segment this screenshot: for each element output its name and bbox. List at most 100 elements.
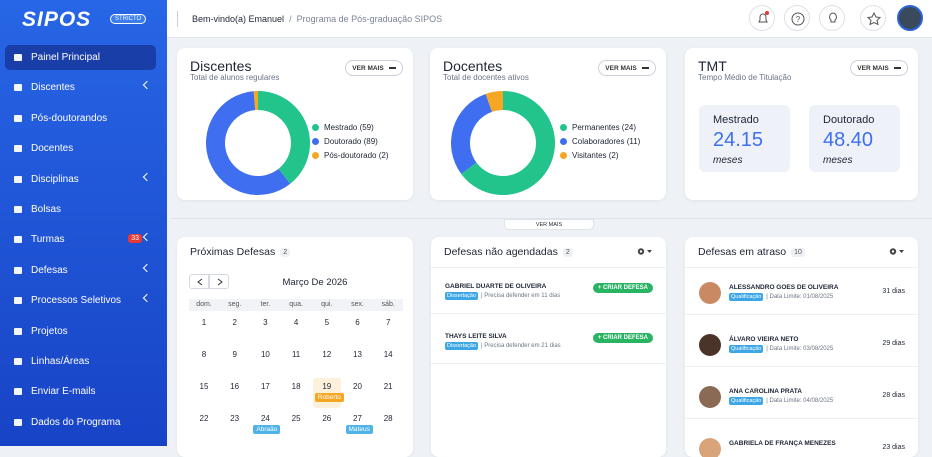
- day[interactable]: 8: [201, 350, 207, 359]
- menu-item[interactable]: Pós-doutorandos: [5, 106, 156, 131]
- meta: Dissertação | Precisa defender em 21 dias: [445, 342, 561, 350]
- menu-item[interactable]: Turmas 33: [5, 227, 156, 252]
- day[interactable]: 7: [385, 318, 391, 327]
- name[interactable]: GABRIEL DUARTE DE OLIVEIRA: [445, 283, 547, 290]
- day[interactable]: 9: [232, 350, 237, 359]
- create-button[interactable]: + CRIAR DEFESA: [592, 283, 653, 293]
- day[interactable]: 19: [322, 382, 332, 391]
- day[interactable]: 26: [322, 414, 332, 423]
- menu-item[interactable]: Dados do Programa: [5, 410, 156, 435]
- day[interactable]: 24: [260, 414, 270, 423]
- weekday: dom.: [196, 301, 212, 308]
- menu-icon: [14, 175, 22, 183]
- button[interactable]: VER MAIS: [345, 60, 403, 76]
- day[interactable]: 21: [383, 382, 393, 391]
- event-tag[interactable]: Abraão: [253, 425, 281, 434]
- greeting: Bem-vindo(a) Emanuel: [192, 13, 285, 24]
- day[interactable]: 23: [230, 414, 240, 423]
- menu-item[interactable]: Processos Seletivos: [5, 288, 156, 313]
- menu-label: Processos Seletivos: [31, 295, 122, 307]
- metric-label: Mestrado: [713, 114, 759, 126]
- program-name[interactable]: Programa de Pós-graduação SIPOS: [296, 13, 443, 24]
- menu-item[interactable]: Disciplinas: [5, 167, 156, 192]
- day[interactable]: 28: [383, 414, 393, 423]
- type-tag: Qualificação: [729, 345, 764, 353]
- name[interactable]: THAYS LEITE SILVA: [445, 333, 507, 340]
- menu-item[interactable]: Enviar E-mails: [5, 379, 156, 404]
- menu-item[interactable]: Projetos: [5, 319, 156, 344]
- menu-icon: [14, 327, 22, 335]
- event-tag[interactable]: Mateus: [345, 425, 373, 434]
- divider-button[interactable]: VER MAIS: [504, 219, 594, 230]
- button[interactable]: VER MAIS: [598, 60, 656, 76]
- button-label: VER MAIS: [857, 64, 889, 72]
- day[interactable]: 14: [383, 350, 393, 359]
- name[interactable]: ALESSANDRO GOES DE OLIVEIRA: [729, 284, 839, 291]
- event-tag[interactable]: Roberto: [314, 393, 344, 402]
- menu-item[interactable]: Bolsas: [5, 197, 156, 222]
- day[interactable]: 3: [263, 318, 268, 327]
- user-avatar[interactable]: [897, 5, 923, 31]
- favorites-icon[interactable]: [860, 5, 886, 31]
- ideas-icon[interactable]: [819, 5, 845, 31]
- menu-item[interactable]: Linhas/Áreas: [5, 349, 156, 374]
- menu-item[interactable]: Docentes: [5, 136, 156, 161]
- button[interactable]: VER MAIS: [850, 60, 908, 76]
- card-title: Defesas em atraso: [698, 246, 787, 258]
- settings-menu[interactable]: [888, 247, 906, 256]
- day[interactable]: 2: [232, 318, 237, 327]
- day[interactable]: 10: [260, 350, 270, 359]
- menu-item[interactable]: Discentes: [5, 75, 156, 100]
- meta: Qualificação | Data Limite: 04/08/2025: [729, 397, 833, 405]
- day[interactable]: 4: [293, 318, 299, 327]
- menu-icon: [14, 54, 22, 61]
- day[interactable]: 27: [353, 414, 362, 423]
- day[interactable]: 12: [322, 350, 332, 359]
- day[interactable]: 6: [355, 318, 360, 327]
- day[interactable]: 22: [199, 414, 209, 423]
- day[interactable]: 18: [291, 382, 301, 391]
- day[interactable]: 20: [353, 382, 362, 391]
- name[interactable]: ÁLVARO VIEIRA NETO: [729, 336, 799, 343]
- notifications-icon[interactable]: [749, 5, 775, 31]
- arrow: [388, 67, 396, 69]
- nav-button[interactable]: [189, 274, 209, 289]
- metric-value: 24.15: [713, 129, 764, 151]
- legend-label: Mestrado (59): [324, 123, 374, 132]
- name[interactable]: GABRIELA DE FRANÇA MENEZES: [729, 440, 836, 447]
- card-title: Docentes: [443, 58, 503, 74]
- count-badge: 10: [791, 247, 805, 257]
- day[interactable]: 1: [201, 318, 207, 327]
- settings-menu[interactable]: [636, 247, 654, 256]
- day[interactable]: 25: [291, 414, 301, 423]
- chevron: [142, 293, 152, 303]
- help-icon[interactable]: ?: [784, 5, 810, 31]
- metric-unit: meses: [823, 155, 853, 166]
- name[interactable]: ANA CAROLINA PRATA: [729, 388, 802, 395]
- day[interactable]: 17: [260, 382, 270, 391]
- days-late: 28 dias: [882, 392, 905, 399]
- create-button[interactable]: + CRIAR DEFESA: [592, 333, 653, 343]
- day[interactable]: 16: [230, 382, 240, 391]
- card-title: Discentes: [190, 58, 252, 74]
- gear-icon: [637, 248, 652, 255]
- type-tag: Qualificação: [729, 293, 764, 301]
- day[interactable]: 15: [199, 382, 209, 391]
- meta-info: | Precisa defender em 21 dias: [481, 343, 561, 349]
- menu-icon: [14, 358, 22, 365]
- nav-button[interactable]: [209, 274, 229, 289]
- day[interactable]: 11: [291, 350, 301, 359]
- menu-icon: [14, 297, 22, 305]
- metric-value: 48.40: [823, 129, 874, 151]
- day[interactable]: 5: [324, 318, 330, 327]
- menu-item[interactable]: Painel Principal: [5, 45, 156, 70]
- item-separator: [685, 418, 918, 419]
- logo[interactable]: SIPOS: [22, 8, 92, 31]
- item-separator: [685, 314, 918, 315]
- legend-item: Pós-doutorado (2): [312, 151, 388, 160]
- day[interactable]: 13: [353, 350, 362, 359]
- header-separator: [685, 267, 918, 268]
- legend-dot: [560, 152, 567, 159]
- menu-item[interactable]: Defesas: [5, 258, 156, 283]
- arrow: [893, 67, 901, 69]
